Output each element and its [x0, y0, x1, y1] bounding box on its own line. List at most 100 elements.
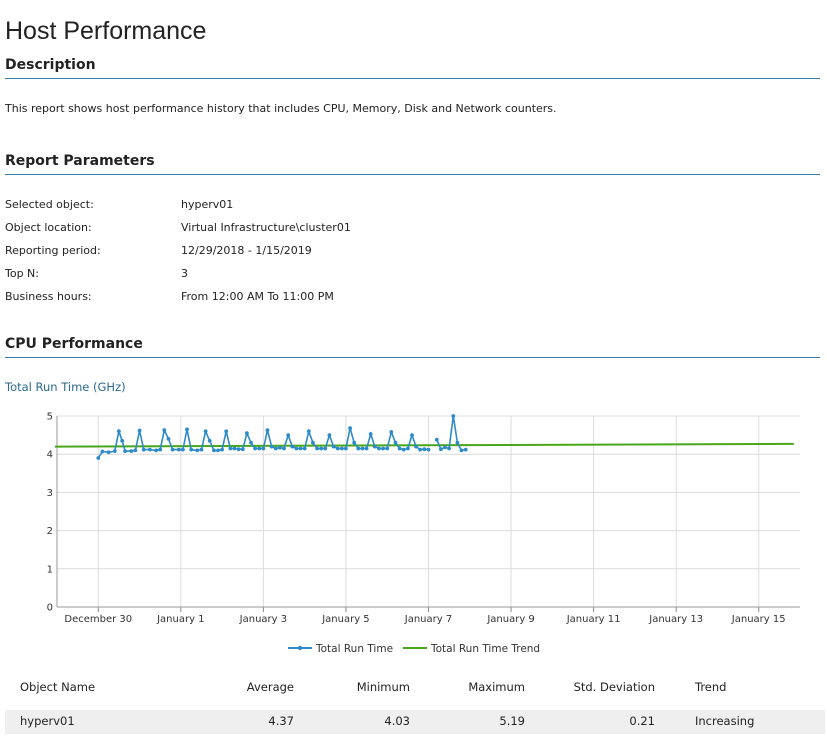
- data-point: [232, 446, 237, 451]
- y-tick-label: 0: [47, 603, 53, 614]
- data-point: [141, 447, 146, 452]
- col-header-maximum: Maximum: [468, 680, 525, 694]
- data-point: [148, 447, 152, 452]
- data-point: [245, 431, 249, 436]
- param-value-business-hours: From 12:00 AM To 11:00 PM: [181, 290, 334, 303]
- data-point: [372, 444, 377, 449]
- data-point: [207, 438, 212, 443]
- data-point: [278, 445, 282, 450]
- chart-subtitle: Total Run Time (GHz): [5, 380, 126, 394]
- param-label-top-n: Top N:: [5, 267, 39, 280]
- legend-label-total-run-time-trend: Total Run Time Trend: [430, 643, 540, 655]
- data-point: [414, 444, 418, 449]
- data-point: [120, 438, 125, 443]
- data-point: [335, 446, 340, 451]
- data-point: [434, 437, 439, 442]
- data-point: [212, 448, 216, 453]
- data-point: [185, 427, 189, 432]
- data-point: [290, 444, 295, 449]
- description-divider: [5, 78, 820, 79]
- data-point: [393, 440, 398, 445]
- data-point: [339, 446, 344, 451]
- y-tick-label: 3: [47, 488, 53, 499]
- x-tick-label: January 7: [404, 614, 452, 625]
- data-point: [100, 449, 105, 454]
- data-point: [439, 447, 443, 452]
- x-tick-label: December 30: [64, 614, 132, 625]
- cell-average: 4.37: [268, 714, 294, 728]
- description-heading: Description: [5, 57, 96, 73]
- param-label-reporting-period: Reporting period:: [5, 244, 101, 257]
- data-point: [228, 446, 233, 451]
- data-point: [368, 432, 373, 436]
- data-point: [397, 446, 402, 451]
- data-point: [189, 447, 194, 452]
- data-point: [181, 447, 185, 452]
- data-point: [306, 429, 311, 434]
- parameters-divider: [5, 174, 820, 175]
- parameters-heading: Report Parameters: [5, 153, 155, 169]
- param-value-object-location: Virtual Infrastructure\cluster01: [181, 221, 351, 234]
- data-point: [236, 447, 241, 452]
- col-header-average: Average: [246, 680, 294, 694]
- data-point: [426, 447, 431, 452]
- x-tick-label: January 1: [156, 614, 204, 625]
- data-point: [315, 446, 319, 451]
- cpu-heading: CPU Performance: [5, 336, 143, 352]
- data-point: [294, 446, 299, 451]
- data-point: [199, 447, 204, 452]
- param-label-business-hours: Business hours:: [5, 290, 92, 303]
- data-point: [123, 449, 127, 453]
- data-point: [331, 444, 336, 449]
- x-tick-label: January 3: [239, 614, 287, 625]
- data-point: [323, 446, 328, 451]
- data-point: [360, 446, 365, 451]
- x-tick-label: January 5: [321, 614, 369, 625]
- data-point: [176, 447, 181, 452]
- data-point: [344, 446, 348, 451]
- y-tick-label: 1: [47, 564, 53, 575]
- x-tick-label: January 11: [566, 614, 621, 625]
- data-point: [459, 448, 464, 453]
- description-text: This report shows host performance histo…: [5, 102, 557, 115]
- param-value-reporting-period: 12/29/2018 - 1/15/2019: [181, 244, 312, 257]
- data-point: [422, 447, 427, 452]
- data-point: [282, 446, 286, 451]
- data-point: [96, 456, 101, 460]
- cell-std-deviation: 0.21: [629, 714, 655, 728]
- data-point: [158, 447, 163, 452]
- data-point: [443, 445, 447, 450]
- data-point: [137, 428, 142, 433]
- data-point: [220, 447, 225, 452]
- cell-object-name: hyperv01: [20, 714, 75, 728]
- cpu-run-time-chart: 0 1 2 3 4 5 December 30 January 1 January 3 Janua…: [47, 412, 800, 655]
- data-point: [129, 449, 134, 453]
- data-point: [106, 450, 111, 455]
- data-point: [455, 440, 460, 445]
- y-tick-label: 2: [47, 526, 53, 537]
- param-label-selected-object: Selected object:: [5, 198, 94, 211]
- data-point: [273, 446, 278, 451]
- data-point: [240, 447, 245, 452]
- data-point: [224, 429, 229, 434]
- data-point: [162, 428, 167, 432]
- data-point: [257, 446, 262, 451]
- page-title: Host Performance: [5, 16, 207, 45]
- data-point: [364, 446, 369, 451]
- data-point: [216, 448, 220, 453]
- data-point: [319, 446, 324, 451]
- x-tick-label: January 15: [731, 614, 786, 625]
- data-point: [389, 430, 394, 434]
- data-point: [406, 446, 410, 451]
- data-point: [401, 447, 406, 452]
- col-header-trend: Trend: [695, 680, 727, 694]
- col-header-minimum: Minimum: [356, 680, 410, 694]
- data-point: [447, 446, 451, 451]
- data-point: [261, 446, 266, 451]
- cell-trend: Increasing: [695, 714, 755, 728]
- data-point: [302, 446, 307, 451]
- data-point: [410, 433, 414, 437]
- data-point: [451, 414, 456, 418]
- data-point: [170, 447, 175, 452]
- data-point: [311, 440, 315, 445]
